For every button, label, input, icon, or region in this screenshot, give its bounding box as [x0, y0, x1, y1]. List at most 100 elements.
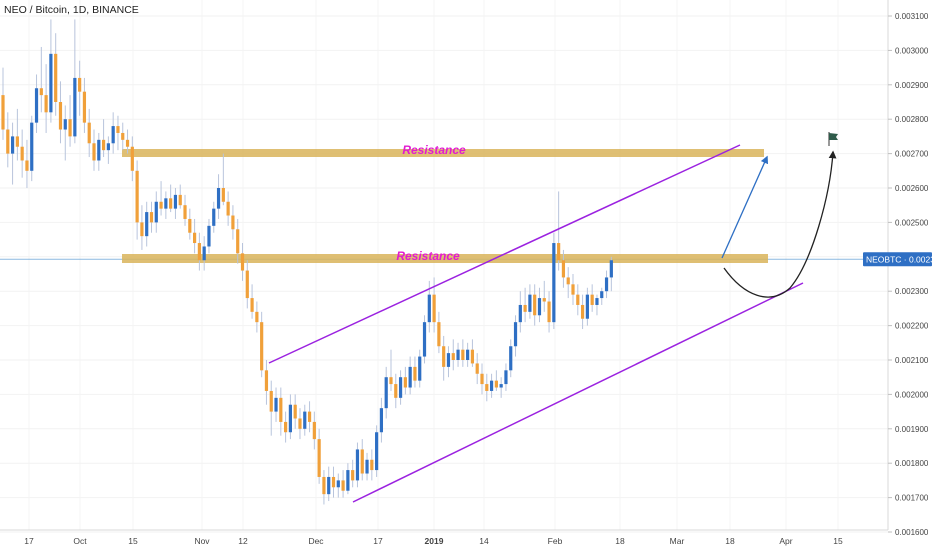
- candle-up: [106, 143, 110, 151]
- candle-down: [461, 349, 465, 360]
- price-tick-label: 0.002900: [895, 81, 929, 90]
- candle-down: [413, 366, 417, 381]
- time-tick-label: Feb: [548, 536, 563, 546]
- candle-up: [97, 139, 101, 161]
- candle-down: [82, 91, 87, 123]
- candle-up: [10, 136, 15, 154]
- candle-up: [73, 77, 77, 137]
- price-tick-label: 0.002300: [895, 287, 929, 296]
- candle-down: [116, 126, 120, 133]
- candle-down: [250, 298, 254, 312]
- candle-up: [513, 322, 518, 347]
- resistance-label: Resistance: [402, 143, 466, 157]
- candle-up: [365, 459, 369, 474]
- candle-down: [547, 301, 551, 323]
- candle-down: [432, 294, 436, 323]
- candle-down: [1, 95, 5, 130]
- candle-down: [451, 353, 455, 360]
- candle-down: [125, 139, 130, 147]
- candle-down: [269, 390, 273, 412]
- candle-up: [604, 277, 609, 292]
- candle-down: [92, 143, 96, 161]
- channel-upper-line[interactable]: [268, 144, 741, 364]
- time-tick-label: Dec: [308, 536, 324, 546]
- candle-down: [178, 194, 182, 206]
- price-axis[interactable]: 0.001600 0.001700 0.001800 0.001900 0.002000…: [888, 12, 929, 537]
- time-axis[interactable]: 17 Oct 15 Nov 12 Dec 17 2019 14 Feb 18 Mar 18 Apr 15: [24, 536, 843, 546]
- candle-down: [494, 380, 498, 388]
- candle-down: [140, 222, 144, 237]
- candle-down: [370, 459, 374, 471]
- candle-down: [6, 129, 10, 154]
- candle-down: [236, 229, 240, 254]
- candle-up: [274, 397, 278, 412]
- candle-down: [44, 95, 48, 113]
- price-tick-label: 0.001800: [895, 459, 929, 468]
- candle-up: [552, 243, 556, 323]
- time-tick-label: 2019: [425, 536, 444, 546]
- candle-up: [398, 377, 403, 398]
- candle-down: [485, 384, 489, 391]
- candle-up: [466, 349, 470, 360]
- resistance-label: Resistance: [396, 249, 460, 263]
- candle-down: [557, 243, 561, 261]
- candle-up: [595, 298, 599, 305]
- candle-up: [30, 122, 34, 171]
- candle-up: [212, 208, 216, 226]
- candle-up: [446, 353, 451, 367]
- candle-down: [135, 170, 139, 223]
- target-flag-icon: [829, 133, 838, 140]
- candle-down: [284, 421, 288, 433]
- candle-down: [590, 294, 594, 305]
- candle-down: [193, 232, 197, 244]
- price-tick-label: 0.001600: [895, 528, 929, 537]
- candle-down: [183, 205, 187, 219]
- time-tick-label: 14: [479, 536, 489, 546]
- candle-down: [231, 215, 235, 230]
- candle-down: [78, 77, 82, 92]
- last-price-tag: NEOBTC · 0.002393: [863, 252, 932, 267]
- projection-arrow-up[interactable]: [721, 155, 769, 259]
- channel-lower-line[interactable]: [352, 282, 804, 503]
- candle-down: [298, 418, 302, 429]
- resistance-zone[interactable]: [122, 149, 764, 157]
- candle-down: [389, 377, 393, 385]
- price-tick-label: 0.002600: [895, 184, 929, 193]
- candle-up: [63, 119, 67, 130]
- candle-down: [159, 201, 163, 209]
- candle-down: [255, 311, 259, 323]
- candle-down: [240, 253, 245, 271]
- candle-up: [499, 384, 503, 388]
- candle-down: [523, 304, 527, 312]
- candle-up: [384, 377, 388, 409]
- candle-up: [216, 188, 221, 209]
- candle-down: [226, 201, 230, 216]
- resistance-zone[interactable]: [122, 254, 768, 263]
- candle-up: [49, 53, 53, 113]
- candle-down: [331, 476, 336, 488]
- candle-down: [576, 294, 580, 305]
- candle-down: [68, 119, 72, 137]
- price-tick-label: 0.002500: [895, 218, 929, 227]
- price-tick-label: 0.001900: [895, 425, 929, 434]
- projection-curve-arrow[interactable]: [723, 150, 837, 298]
- candle-down: [312, 421, 316, 440]
- candle-up: [422, 322, 427, 357]
- candle-up: [609, 260, 613, 278]
- candle-down: [480, 373, 484, 385]
- price-tick-label: 0.002000: [895, 390, 929, 399]
- candle-down: [470, 349, 475, 364]
- time-tick-label: 12: [238, 536, 248, 546]
- candle-down: [293, 404, 297, 419]
- candle-up: [585, 294, 589, 319]
- candle-down: [322, 476, 326, 495]
- candle-up: [504, 370, 508, 385]
- candle-up: [154, 201, 158, 223]
- time-tick-label: 18: [725, 536, 735, 546]
- candle-down: [121, 132, 125, 140]
- candle-up: [518, 304, 522, 323]
- candle-down: [533, 294, 537, 316]
- candle-up: [408, 366, 412, 388]
